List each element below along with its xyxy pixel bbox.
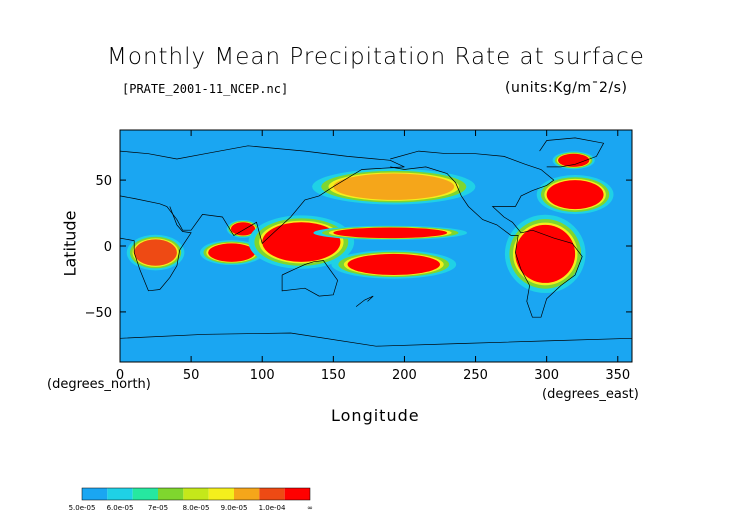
precip-contour <box>333 173 455 200</box>
coastline <box>539 137 605 168</box>
coastline <box>281 260 338 297</box>
colorbar-swatch <box>284 488 310 500</box>
axes: 0 50 100 150 200 250 300 350 50 0 −50 <box>85 130 632 383</box>
chart-title: Monthly Mean Precipitation Rate at surfa… <box>107 44 645 70</box>
colorbar-label: ∞ <box>307 504 313 512</box>
colorbar-swatch <box>82 488 108 500</box>
x-tick-label: 200 <box>392 368 417 383</box>
x-unit-label-right: (degrees_east) <box>542 387 639 402</box>
colorbar-swatch <box>158 488 184 500</box>
colorbar-label: 7e-05 <box>148 504 168 512</box>
x-tick-label: 0 <box>116 368 124 383</box>
precip-contour <box>208 243 256 262</box>
x-tick-label: 150 <box>321 368 346 383</box>
y-tick-label: 50 <box>95 174 112 189</box>
x-tick-label: 50 <box>183 368 200 383</box>
coastline <box>120 206 192 292</box>
precip-contour <box>230 222 256 236</box>
colorbar-swatch <box>183 488 209 500</box>
colorbar-swatch <box>259 488 285 500</box>
colorbar-label: 1.0e-04 <box>259 504 286 512</box>
colorbar: 5.0e-05 6.0e-05 7e-05 8.0e-05 9.0e-05 1.0e-04… <box>69 487 313 512</box>
coastline <box>355 295 374 307</box>
y-tick-label: 0 <box>104 240 112 255</box>
colorbar-swatch <box>234 488 260 500</box>
coastlines <box>120 137 632 347</box>
precip-contour <box>134 239 177 266</box>
precip-region <box>312 168 476 205</box>
precip-region <box>504 214 586 294</box>
colorbar-label: 5.0e-05 <box>69 504 96 512</box>
x-tick-label: 100 <box>250 368 275 383</box>
y-tick-label: −50 <box>85 306 112 321</box>
precip-contour <box>558 153 590 167</box>
precip-contour <box>546 180 604 210</box>
units-label: (units:Kg/m¯2/s) <box>505 80 628 96</box>
coastline <box>120 145 405 245</box>
x-tick-label: 300 <box>534 368 559 383</box>
precip-region <box>126 234 185 271</box>
colorbar-swatch <box>107 488 133 500</box>
precip-region <box>331 250 457 279</box>
colorbar-label: 6.0e-05 <box>107 504 134 512</box>
x-unit-label-left: (degrees_north) <box>47 377 151 392</box>
colorbar-swatch <box>132 488 158 500</box>
x-axis-label: Longitude <box>331 406 420 425</box>
precip-region <box>536 175 614 215</box>
precip-region <box>199 240 264 266</box>
colorbar-label: 9.0e-05 <box>221 504 248 512</box>
colorbar-frame <box>81 487 311 501</box>
coastline <box>120 332 632 347</box>
precip-contour <box>347 253 440 275</box>
x-tick-label: 350 <box>605 368 630 383</box>
coastline <box>390 150 583 318</box>
precip-contour <box>333 227 448 239</box>
colorbar-swatch <box>208 488 234 500</box>
precip-region <box>226 219 260 238</box>
x-tick-label: 250 <box>463 368 488 383</box>
colorbar-label: 8.0e-05 <box>183 504 210 512</box>
precip-contour <box>262 222 341 262</box>
precip-region <box>313 225 468 240</box>
precip-region <box>552 151 595 170</box>
source-file-label: [PRATE_2001-11_NCEP.nc] <box>122 82 289 96</box>
precip-contour <box>515 224 576 283</box>
map-plot-area <box>120 130 632 362</box>
